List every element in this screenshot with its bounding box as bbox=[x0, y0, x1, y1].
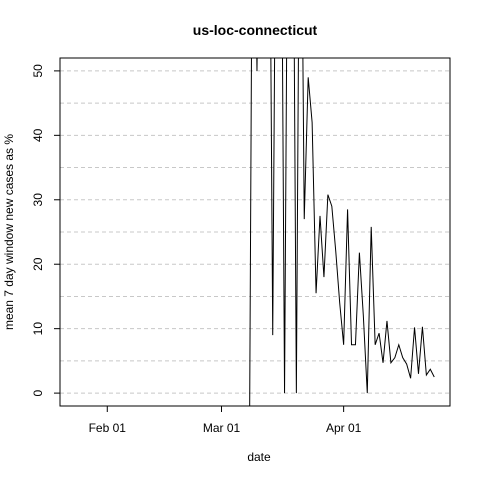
x-tick-label: Apr 01 bbox=[326, 421, 362, 435]
y-tick-label: 30 bbox=[31, 193, 45, 207]
y-axis-label: mean 7 day window new cases as % bbox=[2, 134, 16, 330]
data-line bbox=[249, 58, 435, 406]
y-tick-label: 10 bbox=[31, 322, 45, 336]
chart-title: us-loc-connecticut bbox=[193, 22, 318, 38]
plot-frame bbox=[59, 57, 451, 407]
x-axis-label: date bbox=[247, 450, 271, 464]
y-tick-label: 0 bbox=[31, 389, 45, 396]
y-tick-label: 20 bbox=[31, 257, 45, 271]
x-tick-label: Feb 01 bbox=[89, 421, 127, 435]
y-tick-label: 50 bbox=[31, 64, 45, 78]
y-tick-label: 40 bbox=[31, 128, 45, 142]
x-tick-label: Mar 01 bbox=[203, 421, 241, 435]
